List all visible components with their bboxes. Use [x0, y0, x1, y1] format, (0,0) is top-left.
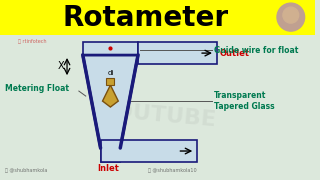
Text: ⓲ @shubhamkola10: ⓲ @shubhamkola10: [148, 168, 196, 173]
Bar: [0, 0, 316, 35]
Text: Transparent
Tapered Glass: Transparent Tapered Glass: [214, 91, 275, 111]
Bar: [138, 42, 217, 64]
Text: YOUTUBE: YOUTUBE: [98, 100, 217, 130]
Text: Ⓡ rtinfotech: Ⓡ rtinfotech: [18, 39, 46, 44]
Polygon shape: [83, 55, 138, 148]
Circle shape: [277, 3, 305, 31]
Polygon shape: [102, 85, 118, 107]
Text: Metering Float: Metering Float: [5, 84, 69, 93]
Bar: [83, 42, 138, 55]
Text: Outlet: Outlet: [220, 49, 250, 58]
Text: Inlet: Inlet: [98, 163, 119, 172]
Bar: [107, 78, 114, 85]
Bar: [100, 148, 120, 162]
Text: Guide wire for float: Guide wire for float: [214, 46, 298, 55]
Text: Ⓡ @shubhamkola: Ⓡ @shubhamkola: [5, 168, 47, 173]
Text: di: di: [107, 70, 114, 76]
Text: Rotameter: Rotameter: [63, 4, 229, 32]
Circle shape: [283, 7, 299, 23]
Text: X: X: [58, 61, 64, 71]
Bar: [100, 140, 197, 162]
